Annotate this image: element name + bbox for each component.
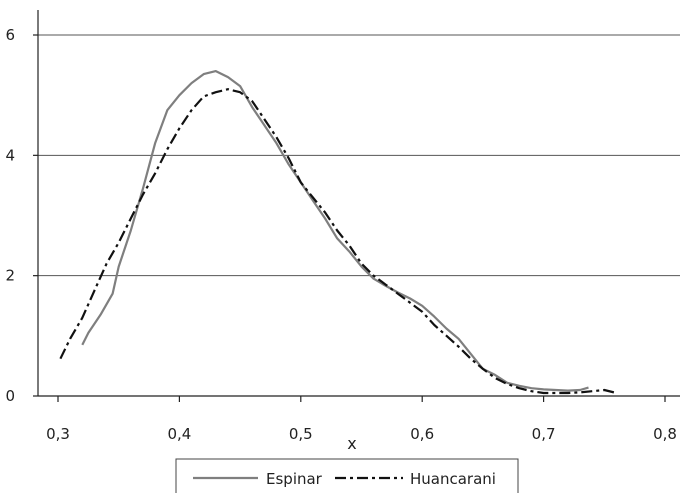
legend-label-huancarani: Huancarani	[410, 470, 496, 488]
y-tick-label: 0	[5, 387, 15, 405]
legend: Espinar Huancarani	[175, 458, 519, 493]
x-tick-label: 0,4	[167, 425, 191, 443]
series-line-huancarani	[59, 88, 617, 395]
y-tick-label: 2	[5, 267, 15, 285]
axes	[37, 10, 680, 397]
legend-label-espinar: Espinar	[266, 470, 323, 488]
x-tick-label: 0,5	[289, 425, 313, 443]
gridlines	[38, 34, 680, 277]
x-ticks: 0,3 0,4 0,5 0,6 0,7 0,8	[46, 396, 677, 443]
y-tick-label: 6	[5, 26, 15, 44]
x-tick-label: 0,7	[532, 425, 556, 443]
x-tick-label: 0,3	[46, 425, 70, 443]
series-layer	[59, 69, 617, 395]
x-tick-label: 0,8	[653, 425, 677, 443]
x-axis-title: x	[347, 434, 356, 453]
legend-box	[175, 458, 519, 493]
series-line-espinar	[81, 69, 589, 392]
y-ticks: 0 2 4 6	[5, 26, 38, 405]
x-tick-label: 0,6	[410, 425, 434, 443]
y-tick-label: 4	[5, 146, 15, 164]
